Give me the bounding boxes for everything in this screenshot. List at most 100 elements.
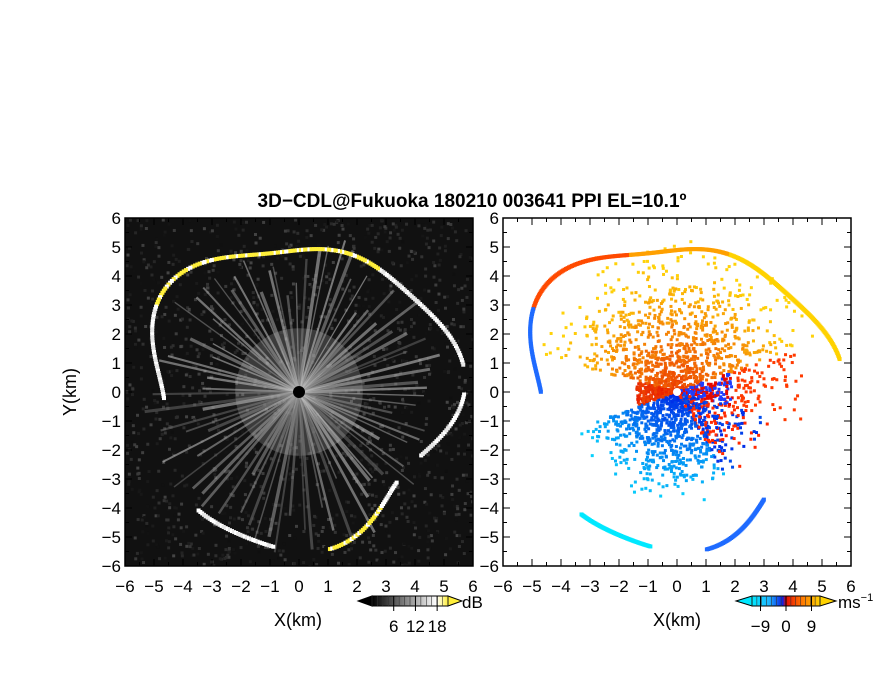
- snr-noise-cell: [225, 534, 229, 538]
- velocity-cell: [669, 292, 673, 296]
- velocity-cell: [699, 287, 703, 291]
- velocity-cell: [658, 350, 662, 354]
- snr-noise-cell: [154, 417, 158, 421]
- snr-noise-cell: [146, 296, 150, 300]
- velocity-cell: [564, 354, 568, 358]
- velocity-cell: [671, 421, 675, 425]
- snr-noise-cell: [168, 502, 172, 506]
- velocity-cell: [663, 448, 667, 452]
- velocity-cell: [683, 431, 687, 435]
- velocity-cell: [657, 390, 661, 394]
- snr-noise-cell: [337, 425, 341, 429]
- snr-cloud-edge-cell: [342, 250, 347, 255]
- snr-cloud-edge-cell: [271, 544, 276, 549]
- velocity-cell: [630, 417, 634, 421]
- snr-noise-cell: [262, 491, 266, 495]
- velocity-cell: [690, 383, 694, 387]
- snr-noise-cell: [167, 531, 171, 535]
- velocity-cell: [623, 334, 627, 338]
- snr-noise-cell: [249, 261, 253, 265]
- velocity-cell: [674, 460, 678, 464]
- velocity-cell: [625, 457, 629, 461]
- snr-cloud-edge-cell: [232, 530, 237, 535]
- velocity-cell: [669, 338, 673, 342]
- velocity-cell: [708, 350, 712, 354]
- velocity-cell: [636, 410, 640, 414]
- velocity-cell: [642, 416, 646, 420]
- snr-noise-cell: [229, 296, 233, 300]
- velocity-cell: [733, 354, 737, 358]
- snr-noise-cell: [277, 556, 281, 560]
- velocity-cell: [729, 317, 733, 321]
- snr-noise-cell: [424, 274, 428, 278]
- velocity-cell: [608, 340, 612, 344]
- velocity-cell: [650, 355, 654, 359]
- velocity-cell: [742, 444, 746, 448]
- snr-noise-cell: [401, 399, 405, 403]
- snr-cloud-edge-cell: [299, 247, 304, 252]
- velocity-cell: [672, 383, 676, 387]
- velocity-cell: [634, 325, 638, 329]
- snr-noise-cell: [433, 516, 437, 520]
- snr-noise-cell: [413, 391, 417, 395]
- snr-noise-cell: [434, 283, 438, 287]
- snr-noise-cell: [257, 520, 261, 524]
- velocity-cell: [702, 498, 706, 502]
- snr-noise-cell: [232, 288, 236, 292]
- snr-beam-streak: [297, 391, 370, 498]
- velocity-cell: [661, 264, 665, 268]
- velocity-cell: [733, 312, 737, 316]
- snr-noise-cell: [284, 512, 288, 516]
- velocity-cell: [652, 404, 656, 408]
- snr-noise-cell: [205, 286, 209, 290]
- velocity-cell: [634, 338, 638, 342]
- velocity-cell: [619, 333, 623, 337]
- velocity-cell: [637, 382, 641, 386]
- snr-noise-cell: [302, 530, 306, 534]
- snr-noise-cell: [163, 312, 167, 316]
- velocity-x-tick-label: 1: [701, 577, 710, 596]
- snr-noise-cell: [253, 233, 257, 237]
- snr-beam-streak: [295, 282, 300, 393]
- velocity-cell: [655, 421, 659, 425]
- snr-noise-cell: [255, 303, 259, 307]
- snr-noise-cell: [248, 266, 252, 270]
- velocity-cell: [680, 442, 684, 446]
- velocity-cell: [677, 288, 681, 292]
- snr-heatmap: [125, 218, 473, 566]
- snr-noise-cell: [232, 548, 236, 552]
- snr-noise-cell: [281, 549, 285, 553]
- velocity-cell: [741, 293, 745, 297]
- velocity-cell: [642, 391, 646, 395]
- snr-cloud-edge-cell: [202, 260, 207, 265]
- snr-noise-cell: [195, 348, 199, 352]
- velocity-cell: [706, 396, 710, 400]
- velocity-cell: [741, 347, 745, 351]
- velocity-cell: [666, 441, 670, 445]
- snr-noise-cell: [263, 466, 267, 470]
- snr-noise-cell: [307, 309, 311, 313]
- velocity-cell: [722, 411, 726, 415]
- snr-noise-cell: [210, 229, 214, 233]
- velocity-cell: [643, 342, 647, 346]
- snr-noise-cell: [366, 227, 370, 231]
- snr-noise-cell: [323, 315, 327, 319]
- snr-noise-cell: [382, 420, 386, 424]
- snr-noise-cell: [380, 551, 384, 555]
- velocity-cell: [745, 383, 749, 387]
- snr-cloud-edge-cell: [156, 297, 161, 302]
- snr-noise-cell: [309, 234, 313, 238]
- snr-noise-cell: [457, 385, 461, 389]
- snr-noise-cell: [314, 356, 318, 360]
- snr-noise-cell: [288, 466, 292, 470]
- snr-noise-cell: [134, 557, 138, 561]
- snr-noise-cell: [317, 244, 321, 248]
- snr-noise-cell: [187, 541, 191, 545]
- velocity-cell: [646, 403, 650, 407]
- snr-noise-cell: [462, 310, 466, 314]
- velocity-cell: [740, 394, 744, 398]
- snr-noise-cell: [388, 546, 392, 550]
- velocity-cell: [661, 485, 665, 489]
- snr-noise-cell: [401, 240, 405, 244]
- velocity-cell: [706, 262, 710, 266]
